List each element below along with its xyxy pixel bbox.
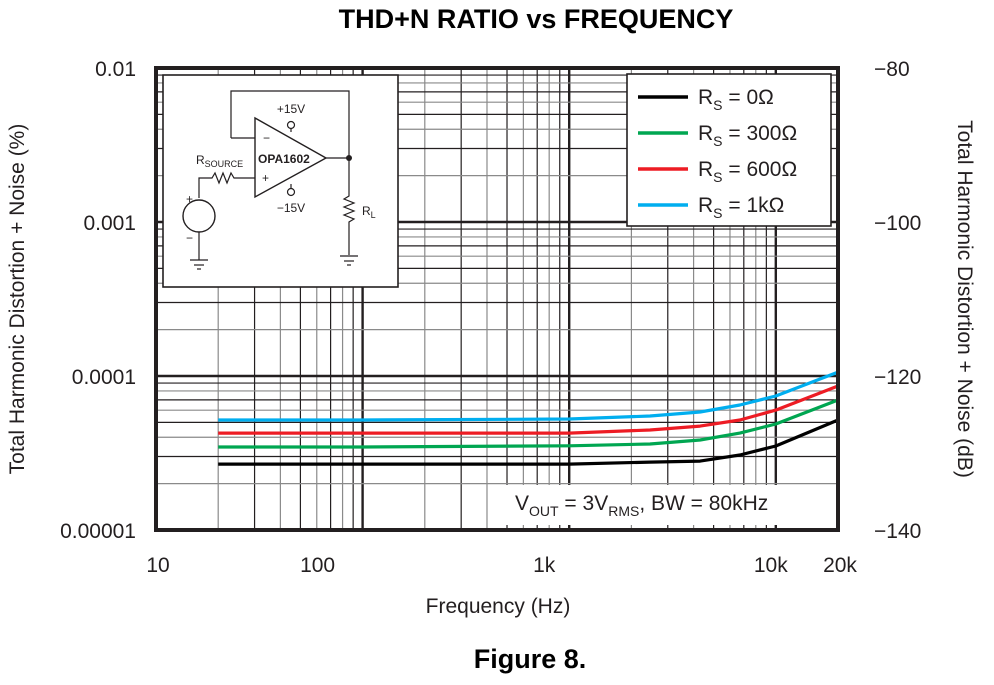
x-tick-label: 100: [300, 554, 335, 577]
y2-tick-label: −80: [874, 58, 910, 81]
annotation-bg: [505, 485, 831, 525]
series-line-0: [218, 418, 839, 466]
y-tick-label: 0.0001: [72, 366, 136, 389]
rsource-resistor: [198, 171, 255, 198]
x-tick-label: 10k: [754, 554, 788, 577]
vplus-label: +15V: [277, 102, 305, 116]
legend-label-3: RS = 1kΩ: [698, 194, 784, 221]
vplus-terminal: [286, 120, 296, 130]
x-axis-label: Frequency (Hz): [426, 595, 571, 618]
series-line-3: [218, 370, 839, 422]
x-tick-label: 1k: [533, 554, 556, 577]
legend-box: [626, 73, 832, 227]
source-minus: −: [186, 231, 193, 245]
inset-schematic: − + OPA1602 +15V −15V RL RSOURCE + −: [162, 74, 399, 288]
vminus-label: −15V: [277, 201, 305, 215]
y2-axis-label: Total Harmonic Distortion + Noise (dB): [953, 120, 976, 478]
annotation: VOUT = 3VRMS, BW = 80kHz: [505, 485, 831, 525]
y2-tick-labels: −80 −100 −120 −140: [874, 58, 921, 543]
vminus-terminal: [286, 187, 296, 197]
feedback-wire: [230, 90, 350, 158]
plot-frame: [154, 66, 840, 532]
source-plus: +: [186, 192, 193, 206]
legend: RS = 0Ω RS = 300Ω RS = 600Ω RS = 1kΩ: [626, 73, 832, 227]
rsource-label: RSOURCE: [196, 153, 243, 169]
legend-label-0: RS = 0Ω: [698, 86, 774, 113]
x-tick-labels: 10 100 1k 10k 20k: [146, 554, 857, 577]
x-tick-label: 20k: [823, 554, 857, 577]
y2-tick-label: −100: [874, 212, 921, 235]
x-tick-label: 10: [146, 554, 169, 577]
rl-resistor: [342, 158, 356, 255]
y-tick-label: 0.00001: [60, 520, 136, 543]
y2-tick-label: −120: [874, 366, 921, 389]
y-tick-label: 0.01: [95, 58, 136, 81]
opamp-triangle: [254, 116, 328, 199]
chart-title: THD+N RATIO vs FREQUENCY: [339, 4, 734, 34]
y-tick-label: 0.001: [83, 212, 136, 235]
annotation-text: VOUT = 3VRMS, BW = 80kHz: [515, 492, 768, 519]
y2-tick-label: −140: [874, 520, 921, 543]
opamp-label: OPA1602: [258, 152, 310, 166]
y-tick-labels: 0.01 0.001 0.0001 0.00001: [60, 58, 136, 543]
y-axis-label: Total Harmonic Distortion + Noise (%): [6, 124, 29, 475]
figure-caption: Figure 8.: [474, 644, 587, 674]
inv-sign: −: [263, 131, 270, 145]
legend-label-1: RS = 300Ω: [698, 122, 797, 149]
noninv-sign: +: [262, 171, 269, 185]
series-line-2: [218, 384, 839, 435]
legend-label-2: RS = 600Ω: [698, 158, 797, 185]
rl-label: RL: [362, 204, 376, 220]
series-layer: [218, 370, 839, 466]
series-line-1: [218, 398, 839, 449]
